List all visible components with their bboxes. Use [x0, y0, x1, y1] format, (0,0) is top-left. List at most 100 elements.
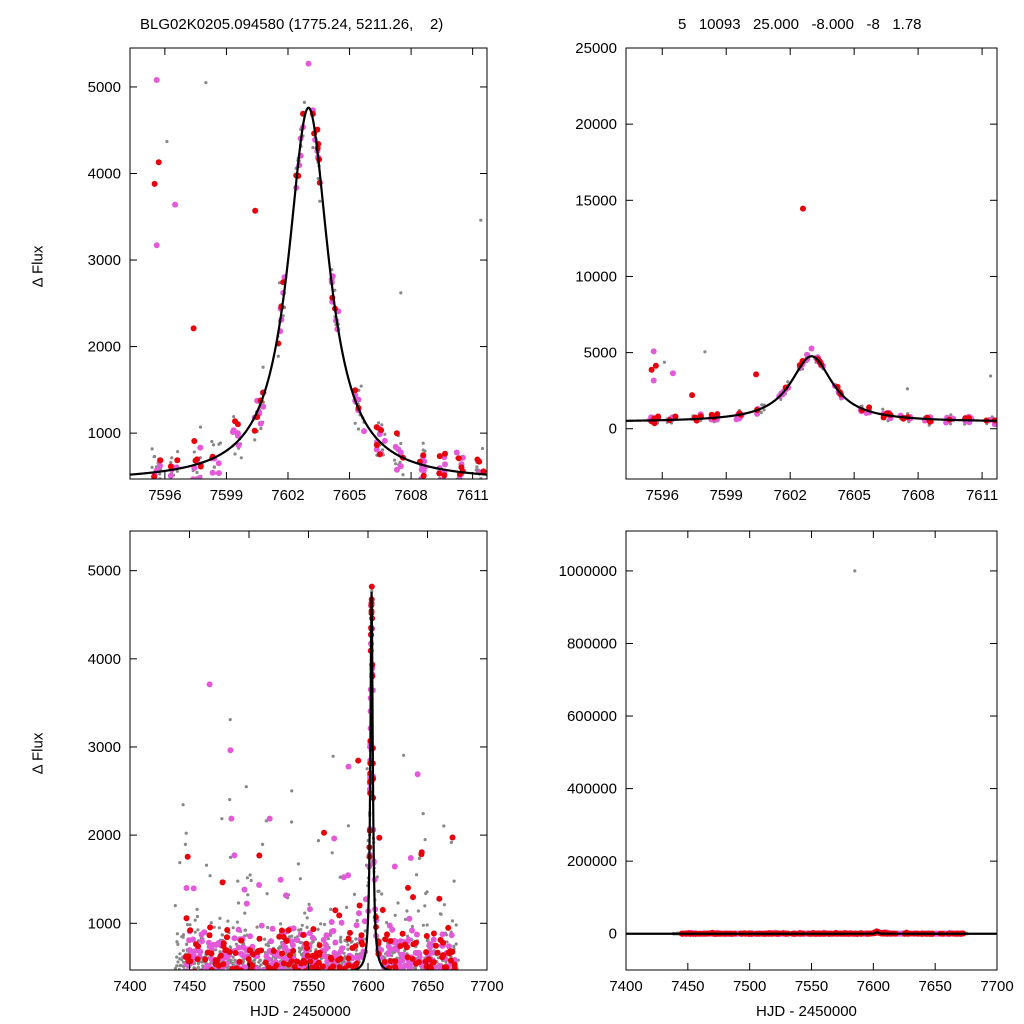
data-point-red	[403, 944, 410, 951]
data-point-red	[202, 956, 209, 963]
data-point-survey	[178, 861, 182, 865]
x-tick-label: 7650	[411, 978, 444, 995]
x-tick-label: 7600	[857, 978, 890, 995]
data-point-survey	[410, 924, 414, 929]
data-point-survey	[212, 465, 216, 469]
data-point-survey	[405, 909, 409, 913]
data-point-survey	[423, 838, 427, 842]
x-tick-label: 7605	[333, 487, 366, 504]
data-point-red	[223, 934, 230, 941]
data-point-red	[280, 960, 287, 967]
plot-frame	[129, 47, 488, 480]
data-point-red	[195, 943, 202, 950]
data-point-survey	[178, 957, 182, 961]
data-point-magenta	[442, 461, 448, 468]
data-point-red	[184, 853, 191, 860]
data-point-red	[418, 851, 425, 858]
data-point-red	[321, 829, 327, 836]
data-point-red	[283, 937, 290, 944]
data-point-survey	[175, 469, 179, 473]
data-point-red	[302, 968, 309, 970]
data-point-red	[409, 955, 416, 962]
data-point-survey	[208, 874, 212, 878]
data-point-magenta	[361, 918, 368, 925]
data-point-survey	[279, 922, 283, 926]
data-point-survey	[395, 483, 398, 486]
data-point-red	[187, 958, 194, 965]
data-point-survey	[352, 892, 357, 897]
data-point-survey	[448, 970, 451, 973]
data-point-magenta	[389, 926, 396, 933]
data-point-survey	[192, 450, 196, 454]
data-point-survey	[365, 767, 369, 771]
data-points	[150, 60, 487, 486]
data-point-red	[345, 935, 352, 942]
data-point-survey	[218, 950, 222, 954]
data-point-survey	[257, 970, 260, 973]
data-point-survey	[394, 462, 398, 466]
data-point-survey	[401, 473, 405, 477]
x-tick-label: 7599	[710, 487, 743, 504]
data-point-red	[270, 948, 277, 954]
data-point-red	[436, 470, 443, 477]
data-point-red	[300, 957, 307, 964]
data-points	[173, 583, 460, 974]
data-point-magenta	[198, 931, 205, 938]
data-point-survey	[173, 904, 177, 908]
data-point-red	[258, 947, 265, 954]
data-point-magenta	[277, 876, 284, 883]
data-point-red	[337, 955, 344, 962]
data-point-red	[265, 964, 272, 970]
data-point-survey	[298, 971, 301, 974]
data-point-survey	[346, 824, 350, 828]
data-point-red	[434, 949, 441, 956]
x-tick-label: 7605	[837, 487, 870, 504]
data-point-magenta	[398, 951, 405, 958]
x-tick-label: 7400	[609, 978, 642, 995]
data-point-magenta	[397, 463, 404, 470]
data-point-magenta	[669, 370, 676, 377]
panel-bottom-right: 7400 7450 7500 7550 7600 7650 7700 0 200000 40000…	[559, 530, 1014, 995]
data-point-red	[355, 757, 362, 764]
data-point-survey	[231, 926, 235, 930]
data-point-magenta	[260, 403, 267, 410]
y-tick-label: 0	[609, 421, 617, 438]
data-point-red	[689, 392, 696, 399]
data-point-survey	[176, 960, 180, 964]
y-tick-label: 2000	[88, 339, 121, 356]
y-tick-label: 200000	[567, 853, 617, 870]
data-point-survey	[860, 404, 864, 408]
data-point-red	[192, 968, 198, 970]
data-point-magenta	[153, 242, 160, 249]
data-point-red	[256, 935, 263, 942]
data-point-red	[405, 884, 411, 891]
data-point-magenta	[418, 466, 425, 473]
y-tick-label: 5000	[88, 79, 121, 96]
x-tick-label: 7611	[457, 487, 489, 504]
data-point-red	[436, 453, 443, 460]
data-point-red	[376, 834, 383, 841]
data-point-survey	[377, 421, 381, 425]
data-point-survey	[439, 912, 443, 916]
data-point-red	[445, 924, 452, 931]
data-point-survey	[230, 970, 233, 973]
data-point-survey	[176, 450, 180, 454]
data-point-survey	[311, 146, 315, 150]
data-point-red	[672, 413, 679, 420]
data-point-red	[352, 943, 359, 950]
data-point-survey	[236, 970, 239, 973]
data-point-red	[167, 463, 174, 470]
data-point-red	[336, 964, 343, 970]
data-point-survey	[255, 925, 259, 929]
data-point-survey	[480, 446, 485, 451]
data-point-magenta	[356, 910, 362, 917]
data-point-magenta	[340, 874, 347, 881]
data-point-survey	[423, 449, 427, 453]
x-tick-label: 7599	[210, 487, 243, 504]
data-point-survey	[760, 403, 764, 407]
data-point-red	[387, 938, 394, 944]
data-point-survey	[152, 455, 156, 459]
data-point-survey	[479, 218, 483, 222]
data-point-magenta	[409, 927, 415, 934]
data-point-survey	[399, 291, 403, 295]
